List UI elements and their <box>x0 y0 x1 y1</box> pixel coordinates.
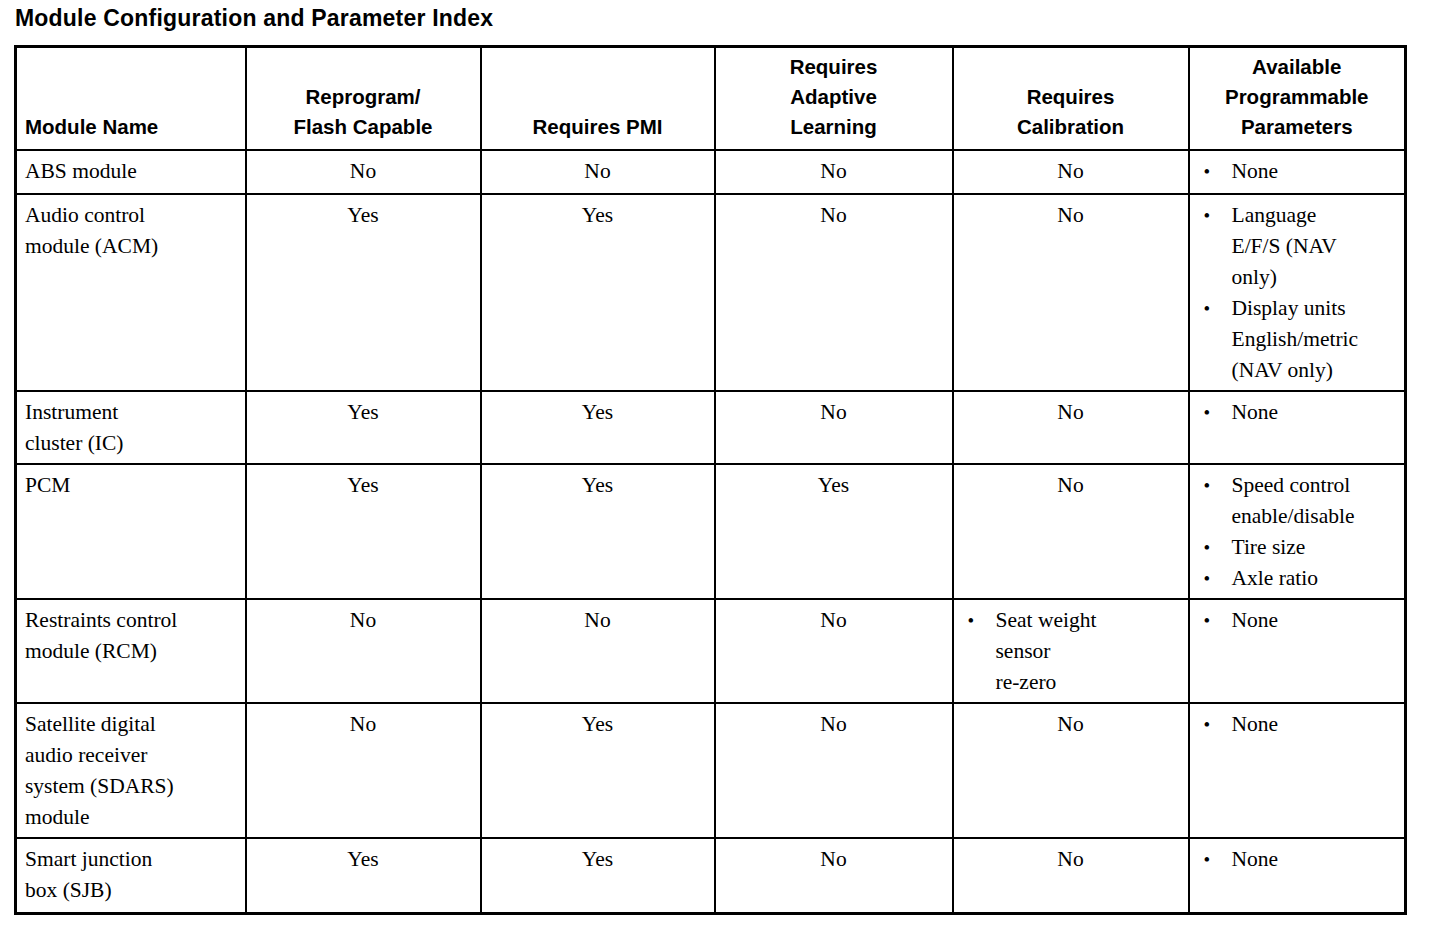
document-page: Module Configuration and Parameter Index… <box>0 0 1440 952</box>
bullet-list-item: •Speed control enable/disable <box>1204 470 1403 532</box>
module-cell: Audio control module (ACM) <box>16 194 246 391</box>
table-row: Restraints control module (RCM)NoNoNo•Se… <box>16 599 1406 703</box>
reprogram-flash-capable-cell: No <box>246 150 481 194</box>
requires-pmi-cell: Yes <box>481 391 715 464</box>
available-programmable-parameters-cell: •Speed control enable/disable•Tire size•… <box>1189 464 1406 599</box>
bullet-item-text: Display units English/metric (NAV only) <box>1232 293 1403 386</box>
requires-adaptive-learning-cell: No <box>715 150 953 194</box>
requires-calibration-cell: No <box>953 703 1189 838</box>
requires-adaptive-learning-cell: No <box>715 194 953 391</box>
requires-adaptive-learning-cell: No <box>715 838 953 913</box>
page-title: Module Configuration and Parameter Index <box>15 4 1440 32</box>
table-body: ABS moduleNoNoNoNo•NoneAudio control mod… <box>16 150 1406 913</box>
table-row: Audio control module (ACM)YesYesNoNo•Lan… <box>16 194 1406 391</box>
module-cell: Instrument cluster (IC) <box>16 391 246 464</box>
bullet-icon: • <box>1204 293 1232 324</box>
table-header: Module Name Reprogram/ Flash Capable Req… <box>16 47 1406 151</box>
requires-adaptive-learning-cell: Yes <box>715 464 953 599</box>
available-programmable-parameters-cell: •None <box>1189 838 1406 913</box>
requires-pmi-cell: Yes <box>481 838 715 913</box>
table-row: PCMYesYesYesNo•Speed control enable/disa… <box>16 464 1406 599</box>
column-header-requires-calibration: Requires Calibration <box>953 47 1189 151</box>
bullet-icon: • <box>1204 397 1232 428</box>
column-header-available-programmable-parameters: Available Programmable Parameters <box>1189 47 1406 151</box>
available-programmable-parameters-cell: •None <box>1189 599 1406 703</box>
reprogram-flash-capable-cell: Yes <box>246 838 481 913</box>
module-cell: Smart junction box (SJB) <box>16 838 246 913</box>
bullet-item-text: None <box>1232 156 1403 187</box>
bullet-list-item: •None <box>1204 156 1403 187</box>
table-row: ABS moduleNoNoNoNo•None <box>16 150 1406 194</box>
bullet-list-item: •Seat weight sensor re-zero <box>968 605 1186 698</box>
bullet-icon: • <box>1204 709 1232 740</box>
bullet-item-text: None <box>1232 397 1403 428</box>
available-programmable-parameters-cell: •None <box>1189 391 1406 464</box>
table-row: Satellite digital audio receiver system … <box>16 703 1406 838</box>
bullet-icon: • <box>1204 844 1232 875</box>
module-cell: ABS module <box>16 150 246 194</box>
requires-pmi-cell: Yes <box>481 194 715 391</box>
requires-calibration-cell: No <box>953 391 1189 464</box>
requires-pmi-cell: No <box>481 599 715 703</box>
bullet-icon: • <box>1204 470 1232 501</box>
bullet-item-text: None <box>1232 709 1403 740</box>
bullet-list-item: •None <box>1204 397 1403 428</box>
reprogram-flash-capable-cell: No <box>246 703 481 838</box>
bullet-icon: • <box>1204 605 1232 636</box>
requires-calibration-cell: No <box>953 464 1189 599</box>
column-header-requires-pmi: Requires PMI <box>481 47 715 151</box>
requires-calibration-cell: No <box>953 150 1189 194</box>
requires-adaptive-learning-cell: No <box>715 703 953 838</box>
bullet-item-text: Seat weight sensor re-zero <box>996 605 1186 698</box>
requires-calibration-cell: •Seat weight sensor re-zero <box>953 599 1189 703</box>
bullet-icon: • <box>1204 156 1232 187</box>
bullet-icon: • <box>1204 532 1232 563</box>
column-header-requires-adaptive-learning: Requires Adaptive Learning <box>715 47 953 151</box>
requires-pmi-cell: Yes <box>481 464 715 599</box>
bullet-list-item: •None <box>1204 605 1403 636</box>
module-cell: Satellite digital audio receiver system … <box>16 703 246 838</box>
reprogram-flash-capable-cell: No <box>246 599 481 703</box>
bullet-item-text: None <box>1232 605 1403 636</box>
bullet-icon: • <box>1204 563 1232 594</box>
table-row: Smart junction box (SJB)YesYesNoNo•None <box>16 838 1406 913</box>
reprogram-flash-capable-cell: Yes <box>246 194 481 391</box>
bullet-list-item: •Axle ratio <box>1204 563 1403 594</box>
available-programmable-parameters-cell: •Language E/F/S (NAV only)•Display units… <box>1189 194 1406 391</box>
requires-calibration-cell: No <box>953 838 1189 913</box>
module-configuration-table: Module Name Reprogram/ Flash Capable Req… <box>14 45 1407 915</box>
reprogram-flash-capable-cell: Yes <box>246 391 481 464</box>
bullet-list-item: •Tire size <box>1204 532 1403 563</box>
bullet-icon: • <box>968 605 996 636</box>
bullet-list-item: •None <box>1204 844 1403 875</box>
bullet-item-text: Axle ratio <box>1232 563 1403 594</box>
requires-adaptive-learning-cell: No <box>715 391 953 464</box>
column-header-module-name: Module Name <box>16 47 246 151</box>
bullet-list-item: •None <box>1204 709 1403 740</box>
bullet-icon: • <box>1204 200 1232 231</box>
bullet-list-item: •Language E/F/S (NAV only) <box>1204 200 1403 293</box>
bullet-item-text: Tire size <box>1232 532 1403 563</box>
requires-adaptive-learning-cell: No <box>715 599 953 703</box>
table-row: Instrument cluster (IC)YesYesNoNo•None <box>16 391 1406 464</box>
bullet-item-text: Language E/F/S (NAV only) <box>1232 200 1403 293</box>
bullet-item-text: None <box>1232 844 1403 875</box>
available-programmable-parameters-cell: •None <box>1189 150 1406 194</box>
module-cell: Restraints control module (RCM) <box>16 599 246 703</box>
requires-pmi-cell: Yes <box>481 703 715 838</box>
requires-calibration-cell: No <box>953 194 1189 391</box>
bullet-list-item: •Display units English/metric (NAV only) <box>1204 293 1403 386</box>
bullet-item-text: Speed control enable/disable <box>1232 470 1403 532</box>
reprogram-flash-capable-cell: Yes <box>246 464 481 599</box>
column-header-reprogram-flash-capable: Reprogram/ Flash Capable <box>246 47 481 151</box>
available-programmable-parameters-cell: •None <box>1189 703 1406 838</box>
module-cell: PCM <box>16 464 246 599</box>
requires-pmi-cell: No <box>481 150 715 194</box>
